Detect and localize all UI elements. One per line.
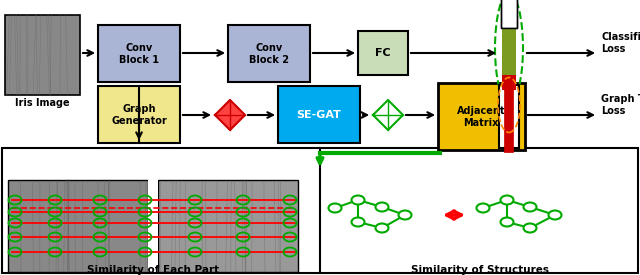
Ellipse shape [328, 204, 342, 213]
Text: Conv
Block 2: Conv Block 2 [249, 43, 289, 65]
Ellipse shape [376, 224, 388, 232]
Ellipse shape [524, 224, 536, 232]
Text: SE-GAT: SE-GAT [296, 110, 341, 120]
Ellipse shape [477, 204, 490, 213]
Text: FC: FC [375, 48, 391, 58]
Ellipse shape [399, 210, 412, 219]
Text: Iris Image: Iris Image [15, 98, 69, 108]
Bar [278, 86, 360, 143]
Bar [2, 148, 638, 273]
Ellipse shape [376, 202, 388, 211]
Bar [502, 75, 516, 90]
Text: Graph Triplet
Loss: Graph Triplet Loss [601, 94, 640, 116]
Bar [438, 83, 525, 150]
Text: Similarity of Structures: Similarity of Structures [411, 265, 549, 275]
Ellipse shape [351, 218, 365, 227]
Bar [5, 15, 80, 95]
Ellipse shape [351, 196, 365, 205]
Ellipse shape [548, 210, 561, 219]
Polygon shape [373, 100, 403, 130]
Bar [499, 85, 519, 148]
Bar [8, 180, 148, 272]
Text: Conv
Block 1: Conv Block 1 [119, 43, 159, 65]
Text: Graph
Generator: Graph Generator [111, 104, 167, 126]
Bar [98, 86, 180, 143]
Ellipse shape [500, 196, 513, 205]
Bar [358, 31, 408, 75]
Bar [158, 180, 298, 272]
Bar [228, 25, 310, 82]
Bar [501, 0, 517, 28]
Text: Similarity of Each Part: Similarity of Each Part [87, 265, 219, 275]
Polygon shape [215, 100, 245, 130]
Ellipse shape [500, 218, 513, 227]
Text: Adjacent
Matrix: Adjacent Matrix [457, 106, 505, 128]
Bar [502, 28, 516, 75]
Ellipse shape [524, 202, 536, 211]
Bar [148, 180, 158, 272]
Bar [98, 25, 180, 82]
Text: Classification
Loss: Classification Loss [601, 32, 640, 54]
Bar [501, 0, 517, 28]
